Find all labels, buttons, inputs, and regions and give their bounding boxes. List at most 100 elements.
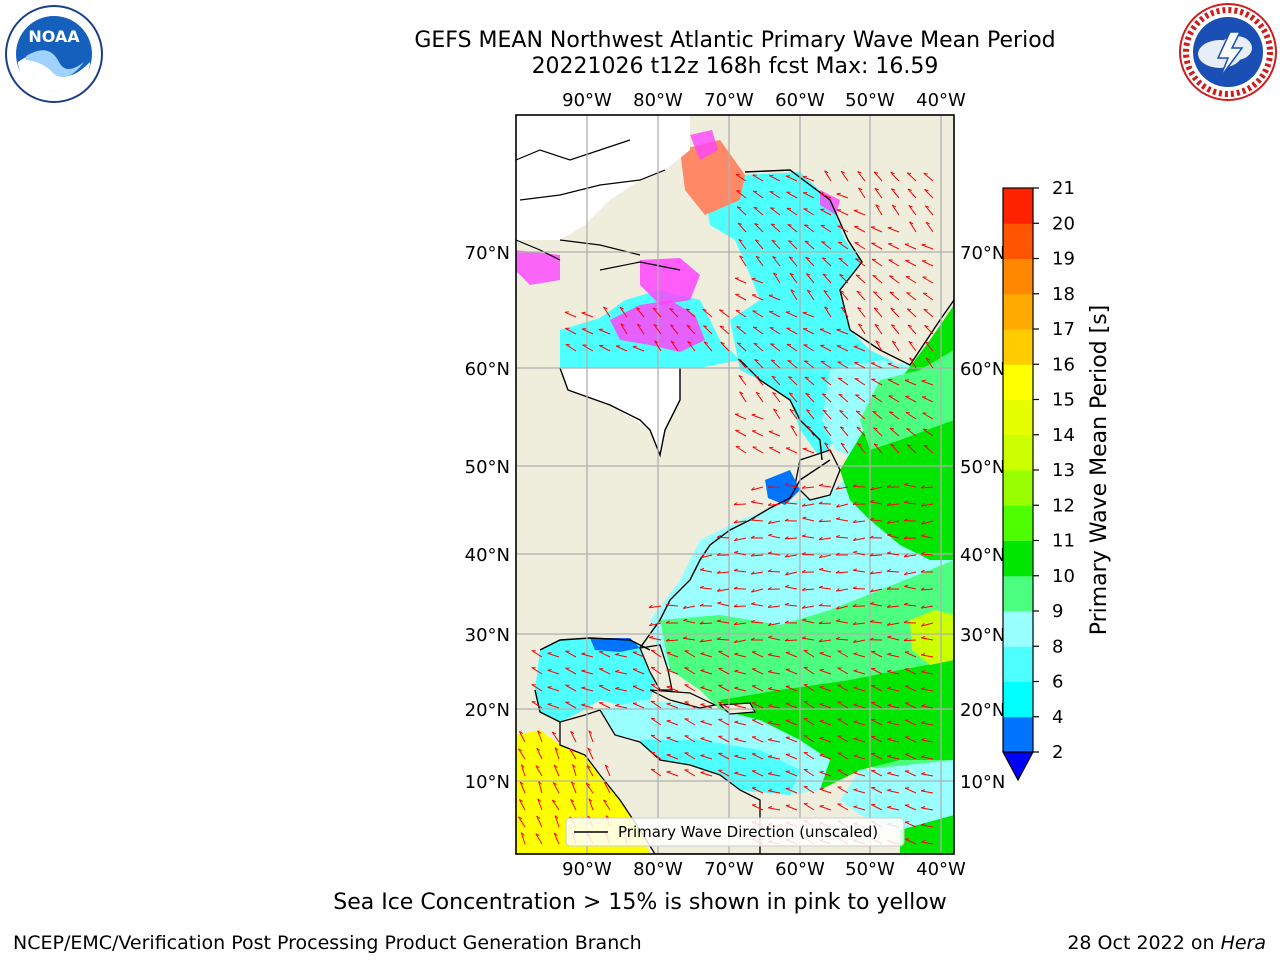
wave-arrow-head xyxy=(682,636,688,639)
wave-arrow-head xyxy=(751,500,756,503)
wave-arrow-head xyxy=(889,275,894,277)
wave-arrow-head xyxy=(921,622,925,627)
wave-arrow xyxy=(836,588,849,592)
wave-arrow-head xyxy=(734,720,739,723)
wave-arrow-head xyxy=(835,588,840,592)
wave-arrow xyxy=(857,307,866,318)
wave-arrow-head xyxy=(737,342,742,345)
wave-arrow xyxy=(520,764,526,777)
wave-arrow xyxy=(790,289,798,301)
wave-arrow xyxy=(856,426,866,437)
wave-arrow xyxy=(855,258,866,267)
wave-arrow xyxy=(751,719,764,726)
wave-arrow xyxy=(535,765,543,777)
wave-arrow xyxy=(819,587,832,590)
wave-arrow-head xyxy=(700,720,705,722)
wave-arrow xyxy=(547,652,560,658)
wave-arrow xyxy=(718,701,730,709)
wave-arrow-head xyxy=(653,323,658,327)
wave-arrow xyxy=(751,770,764,777)
wave-arrow-head xyxy=(903,536,908,540)
wave-arrow xyxy=(904,753,917,760)
colorbar-ticks: 2 4 6 8 9 10 11 12 13 14 15 16 17 18 19 20 21 xyxy=(1033,178,1075,763)
wave-arrow xyxy=(769,447,781,454)
wave-arrow xyxy=(615,705,628,709)
wave-arrow xyxy=(821,257,832,267)
wave-arrow xyxy=(908,341,917,352)
wave-arrow-head xyxy=(835,486,840,490)
wave-arrow xyxy=(537,730,543,743)
wave-arrow xyxy=(838,257,849,267)
wave-arrow-head xyxy=(649,635,654,638)
wave-arrow-head xyxy=(736,326,741,328)
wave-arrow-head xyxy=(755,255,760,259)
wave-arrow xyxy=(853,806,866,811)
wave-arrow xyxy=(718,752,730,760)
wave-arrow-head xyxy=(537,798,542,802)
wave-arrow xyxy=(819,737,832,743)
wave-arrow xyxy=(769,191,781,199)
wave-arrow-head xyxy=(857,171,862,174)
wave-arrow xyxy=(819,328,832,335)
wave-arrow xyxy=(770,223,781,233)
wave-arrow xyxy=(788,256,798,267)
wave-arrow-head xyxy=(538,781,542,785)
wave-arrow-head xyxy=(666,685,671,688)
wave-arrow xyxy=(822,409,832,420)
wave-arrow xyxy=(700,772,713,777)
wave-arrow-head xyxy=(785,585,790,588)
wave-arrow xyxy=(904,651,917,658)
gridlines xyxy=(516,115,954,854)
wave-arrow xyxy=(686,324,696,335)
wave-arrow xyxy=(769,327,781,335)
wave-arrow-head xyxy=(666,770,671,773)
wave-arrow xyxy=(770,207,781,216)
wave-arrow xyxy=(904,685,917,692)
wave-arrow-head xyxy=(768,704,773,707)
wave-arrow xyxy=(703,341,713,352)
wave-arrow xyxy=(890,308,900,318)
colorbar-segment xyxy=(1003,223,1033,259)
wave-arrow xyxy=(788,376,798,386)
wave-arrow xyxy=(802,486,815,489)
wave-arrow xyxy=(718,735,730,743)
wave-arrow xyxy=(890,172,900,182)
lon-ticks-bottom: 90°W 80°W 70°W 60°W 50°W 40°W xyxy=(562,859,966,880)
wave-arrow xyxy=(853,653,866,658)
wave-arrow-head xyxy=(852,568,858,571)
wave-arrow-head xyxy=(536,815,541,819)
wave-arrow-head xyxy=(755,391,760,395)
wave-arrow-head xyxy=(802,175,807,178)
wave-arrow xyxy=(853,622,866,625)
wave-arrow xyxy=(684,769,696,777)
wave-arrow xyxy=(921,688,934,692)
wave-arrow xyxy=(870,486,883,491)
wave-arrow-head xyxy=(921,840,926,843)
wave-arrow xyxy=(924,341,934,352)
wave-arrow-head xyxy=(789,408,794,412)
wave-arrow-head xyxy=(904,584,909,587)
wave-arrow-head xyxy=(801,569,806,573)
wave-arrow xyxy=(804,240,815,250)
footer-date-text: 28 Oct 2022 on xyxy=(1067,932,1221,954)
wave-arrow xyxy=(823,290,832,301)
wave-arrow xyxy=(650,683,662,692)
wave-arrow xyxy=(871,719,883,726)
wave-arrow-head xyxy=(903,620,908,624)
wave-arrow xyxy=(853,210,866,216)
wave-arrow xyxy=(853,789,866,794)
wave-arrow xyxy=(870,519,883,522)
wave-arrow-head xyxy=(806,409,811,412)
wave-arrow xyxy=(603,306,611,318)
wave-arrow xyxy=(871,736,883,743)
wave-arrow-head xyxy=(569,748,574,752)
wave-arrow xyxy=(750,554,764,557)
wave-arrow-head xyxy=(652,307,657,310)
wave-arrow-head xyxy=(699,639,704,643)
wave-arrow-head xyxy=(822,273,827,276)
wave-arrow xyxy=(819,771,832,777)
wave-arrow-head xyxy=(750,571,755,575)
wave-arrow xyxy=(819,788,832,794)
wave-arrow xyxy=(921,520,934,525)
wave-arrow xyxy=(565,684,577,692)
